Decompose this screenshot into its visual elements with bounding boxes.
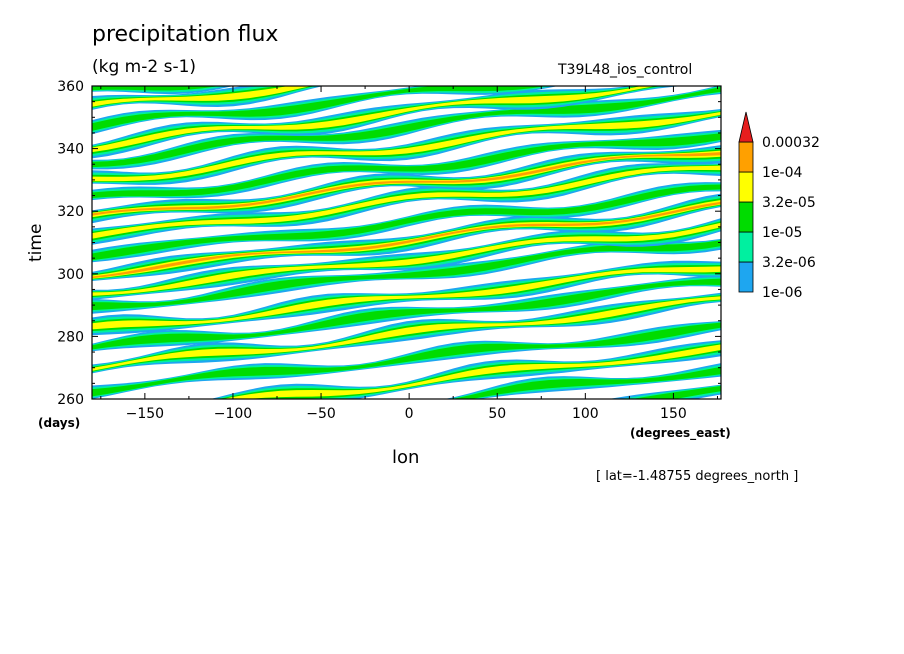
latitude-annotation: [ lat=-1.48755 degrees_north ] [596, 469, 799, 484]
y-tick-label: 340 [57, 142, 84, 158]
x-tick-label: 50 [488, 406, 506, 422]
contour-level-4 [92, 86, 312, 107]
contour-level-3 [92, 198, 721, 280]
y-tick-label: 300 [57, 267, 84, 283]
colorbar-label: 3.2e-05 [762, 195, 816, 211]
x-axis: −150 −100 −50 0 50 100 150 [100, 86, 718, 422]
colorbar-label: 1e-06 [762, 285, 802, 301]
precip-band [92, 86, 324, 110]
contour-level-4 [92, 222, 721, 296]
contour-level-3 [92, 240, 721, 311]
x-tick-label: 0 [405, 406, 414, 422]
precip-band [92, 86, 685, 159]
contour-level-2 [620, 385, 721, 399]
precip-band [92, 109, 721, 185]
contour-level-4 [92, 86, 656, 153]
contour-fill-group [92, 86, 721, 399]
colorbar-legend: 1e-06 3.2e-06 1e-05 3.2e-05 1e-04 0.00032 [738, 111, 820, 301]
precip-band [92, 292, 721, 374]
colorbar-swatch [738, 261, 754, 293]
contour-level-3 [92, 86, 548, 131]
precip-band [92, 86, 234, 95]
colorbar-label: 1e-04 [762, 165, 802, 181]
precip-band [210, 340, 721, 399]
colorbar-swatch [738, 171, 754, 203]
x-tick-label: 100 [572, 406, 599, 422]
contour-level-4 [92, 266, 721, 330]
run-label: T39L48_ios_control [558, 62, 693, 78]
contour-level-3 [92, 86, 721, 168]
y-tick-label: 260 [57, 392, 84, 408]
precip-band [92, 275, 721, 352]
contour-level-1 [92, 86, 234, 95]
contour-level-2 [92, 195, 721, 281]
contour-level-2 [92, 86, 554, 133]
colorbar-swatch [738, 231, 754, 263]
precip-band [92, 321, 721, 399]
precip-band [608, 384, 721, 399]
contour-level-1 [608, 384, 721, 399]
y-axis: 260 280 300 320 340 360 [57, 79, 721, 408]
y-axis-unit: (days) [38, 416, 81, 430]
x-axis-unit: (degrees_east) [630, 426, 731, 440]
precip-band [92, 260, 721, 336]
contour-level-4 [92, 165, 721, 239]
precip-band [92, 238, 721, 314]
contour-level-1 [92, 86, 559, 135]
chart-units: (kg m-2 s-1) [92, 57, 197, 77]
colorbar-label: 3.2e-06 [762, 255, 816, 271]
contour-level-3 [631, 386, 721, 399]
contour-level-4 [222, 344, 721, 399]
precip-band [92, 163, 721, 245]
contour-level-2 [92, 86, 227, 93]
x-axis-label: lon [392, 447, 420, 468]
y-tick-label: 280 [57, 329, 84, 345]
precip-band [92, 218, 721, 300]
precip-band [92, 193, 721, 281]
contour-level-4 [92, 296, 721, 371]
precip-band [444, 363, 721, 399]
colorbar-label: 0.00032 [762, 135, 820, 151]
x-tick-label: −50 [306, 406, 336, 422]
x-tick-label: 150 [660, 406, 687, 422]
precip-band [92, 86, 559, 135]
contour-level-5 [92, 152, 721, 216]
x-tick-label: −150 [126, 406, 164, 422]
chart-title: precipitation flux [92, 22, 279, 47]
contour-level-3 [452, 366, 721, 399]
contour-level-3 [92, 278, 721, 350]
contour-level-3 [92, 86, 219, 91]
y-tick-label: 360 [57, 79, 84, 95]
contour-level-3 [92, 184, 721, 261]
contour-level-3 [92, 322, 721, 397]
colorbar-overflow-triangle [738, 111, 754, 143]
precip-band [92, 145, 721, 224]
contour-level-3 [92, 133, 721, 198]
colorbar-swatch [738, 141, 754, 173]
precip-band [92, 129, 721, 201]
y-tick-label: 320 [57, 204, 84, 220]
contour-level-4 [92, 150, 721, 218]
x-tick-label: −100 [214, 406, 252, 422]
colorbar-label: 1e-05 [762, 225, 802, 241]
colorbar-swatch [738, 201, 754, 233]
precip-band [92, 182, 721, 263]
